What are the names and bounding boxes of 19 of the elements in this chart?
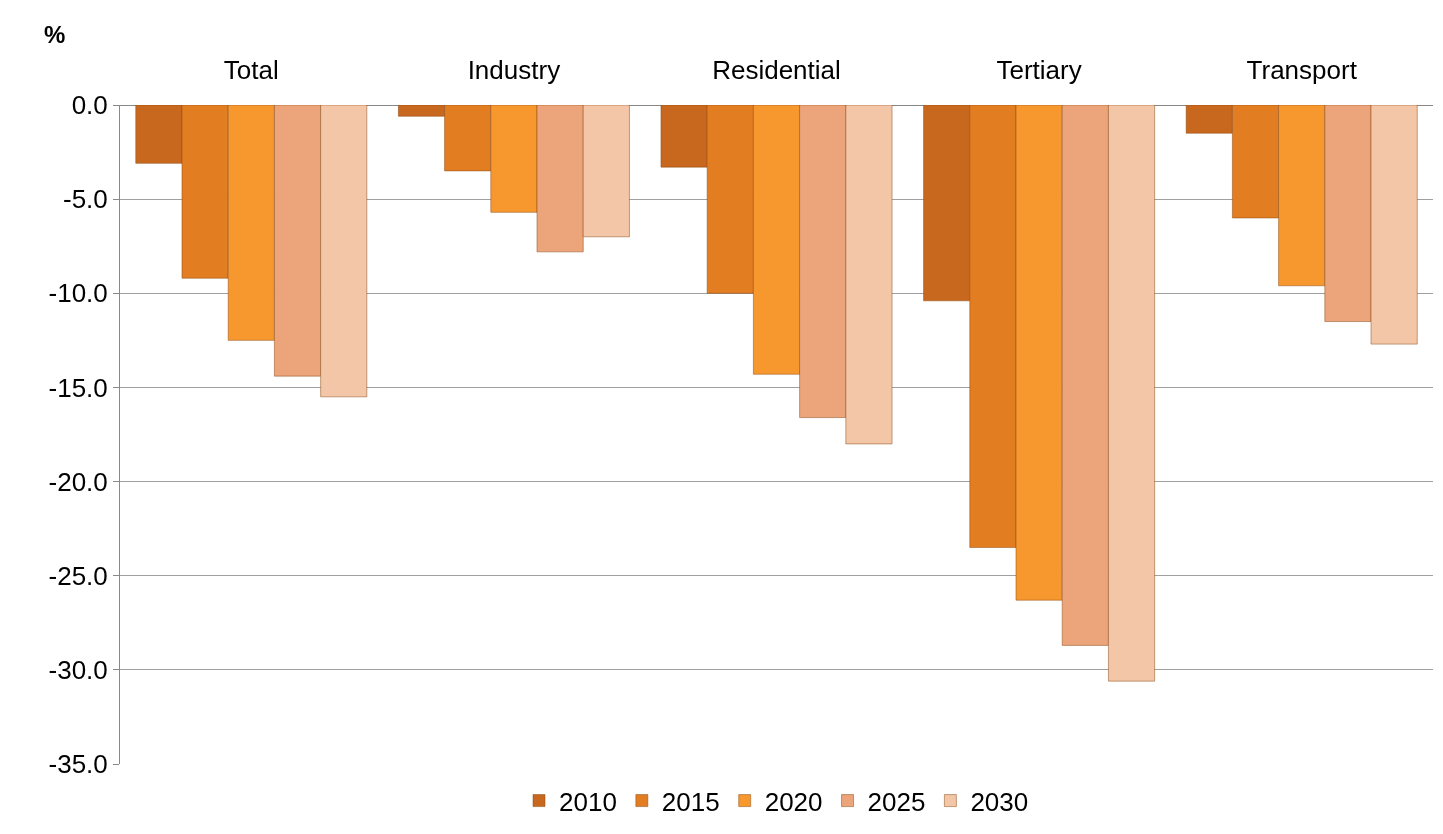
x-tick-label: Tertiary (996, 54, 1082, 85)
y-tick-label: -20.0 (48, 466, 108, 497)
y-axis-title: % (44, 21, 66, 48)
y-tick-label: -10.0 (48, 278, 108, 309)
x-tick-label: Residential (712, 54, 841, 85)
y-tick-label: -5.0 (62, 184, 108, 215)
legend-label: 2010 (559, 786, 617, 817)
y-tick-label: -35.0 (48, 749, 108, 780)
legend-label: 2030 (970, 786, 1029, 817)
y-tick-label: -25.0 (48, 560, 108, 591)
legend-label: 2020 (764, 786, 823, 817)
y-tick-label: 0.0 (71, 90, 108, 121)
x-tick-label: Transport (1246, 54, 1358, 85)
legend-label: 2015 (661, 786, 720, 817)
y-tick-label: -15.0 (48, 372, 108, 403)
y-tick-label: -30.0 (48, 654, 108, 685)
x-tick-label: Industry (467, 54, 561, 85)
x-tick-label: Total (223, 54, 279, 85)
legend-label: 2025 (867, 786, 926, 817)
